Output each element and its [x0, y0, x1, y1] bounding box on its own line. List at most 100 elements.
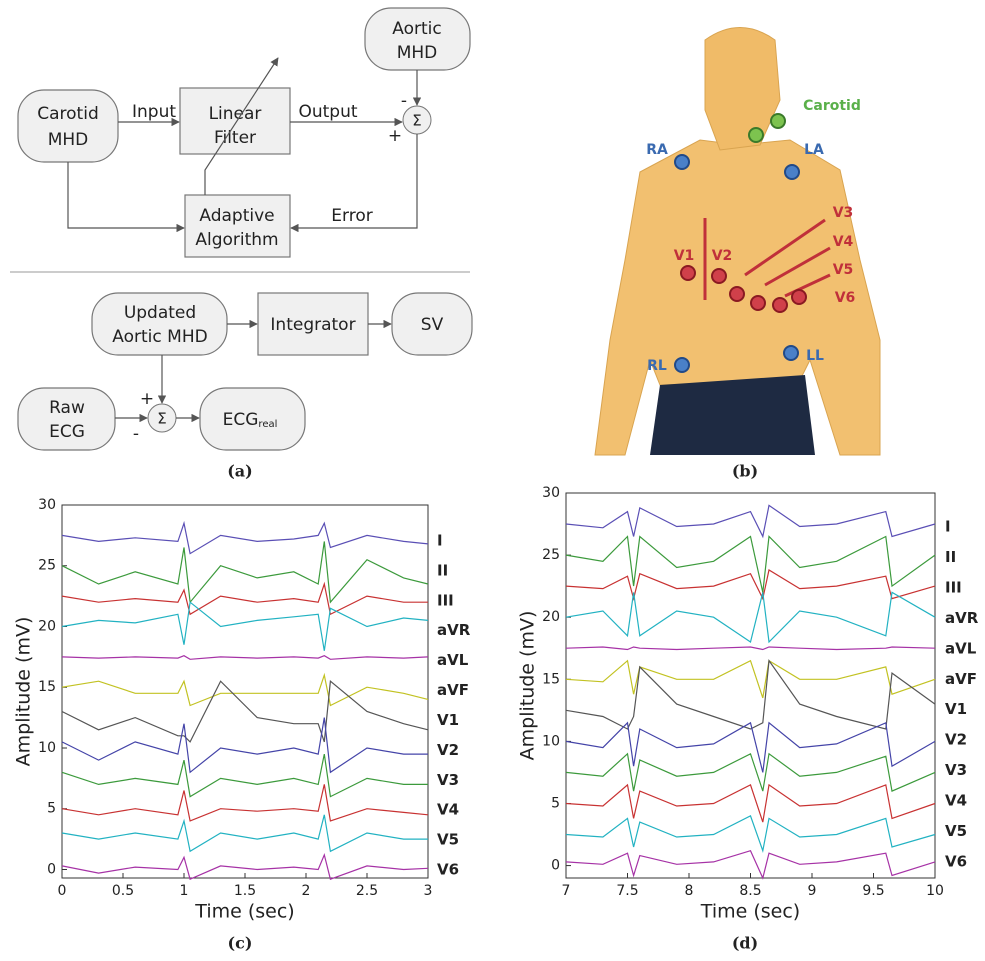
- legend-label: aVF: [945, 670, 977, 688]
- series-line: [61, 814, 428, 853]
- y-tick-label: 10: [542, 733, 560, 749]
- x-tick-label: 8.5: [739, 883, 761, 899]
- series-line: [565, 535, 936, 593]
- series-line: [61, 717, 428, 774]
- caption: (b): [732, 462, 758, 481]
- image-b: Carotid RA LA V1 V2 V3 V4 V5 V6 RL LL (b…: [594, 27, 881, 481]
- node: [257, 292, 369, 356]
- node-label: Adaptive: [199, 206, 274, 226]
- legend-label: V1: [437, 711, 459, 729]
- legend-label: V6: [945, 853, 967, 871]
- y-tick-label: 30: [38, 497, 56, 513]
- legend-label: V4: [437, 801, 459, 819]
- node-label-subscript: real: [258, 419, 277, 430]
- node-label: Updated: [124, 303, 196, 323]
- sum-symbol: Σ: [157, 410, 166, 428]
- x-tick-label: 3: [424, 883, 433, 899]
- x-tick-label: 0.5: [112, 883, 134, 899]
- legend-label: V2: [945, 731, 967, 749]
- series-line: [61, 581, 428, 616]
- y-tick-label: 20: [542, 609, 560, 625]
- node-label-main: ECG: [223, 410, 259, 430]
- node-label: Raw: [49, 398, 85, 418]
- caption: (d): [732, 934, 758, 953]
- arrow: [67, 162, 185, 233]
- electrode-label: Carotid: [803, 98, 861, 114]
- series-line: [565, 659, 936, 699]
- node-label: ECGreal: [223, 410, 278, 430]
- node: [17, 89, 119, 163]
- y-tick-label: 25: [38, 558, 56, 574]
- y-tick-label: 30: [542, 485, 560, 501]
- pants: [650, 375, 815, 455]
- node-label: ECG: [49, 422, 85, 442]
- series-line: [565, 659, 936, 730]
- caption: (c): [228, 934, 253, 953]
- series-line: [565, 591, 936, 644]
- node-label: MHD: [397, 43, 438, 63]
- x-tick-label: 7: [562, 883, 571, 899]
- node-label: Algorithm: [195, 230, 278, 250]
- series-line: [61, 601, 429, 651]
- x-tick-label: 2: [302, 883, 311, 899]
- series-line: [565, 815, 936, 853]
- x-tick-label: 9.5: [862, 883, 884, 899]
- sign: +: [140, 389, 154, 409]
- arrow: [290, 134, 418, 233]
- y-tick-label: 10: [38, 740, 56, 756]
- y-tick-label: 0: [551, 858, 560, 874]
- node: [184, 194, 291, 258]
- legend-label: V3: [945, 761, 967, 779]
- x-tick-label: 7.5: [616, 883, 638, 899]
- x-tick-label: 9: [808, 883, 817, 899]
- node-label: Aortic MHD: [112, 327, 207, 347]
- legend-label: II: [437, 561, 448, 579]
- series-line: [565, 504, 936, 539]
- y-axis-label: Amplitude (mV): [13, 617, 35, 767]
- node: [179, 87, 291, 155]
- plot-frame: [61, 504, 429, 879]
- legend-label: aVR: [437, 621, 471, 639]
- edge-label: Output: [298, 102, 357, 122]
- legend-label: III: [437, 591, 454, 609]
- series-line: [565, 752, 936, 792]
- series-line: [61, 520, 429, 555]
- y-tick-label: 20: [38, 618, 56, 634]
- electrode-label: RL: [647, 358, 667, 374]
- x-tick-label: 2.5: [356, 883, 378, 899]
- legend-label: aVR: [945, 609, 979, 627]
- y-axis-label: Amplitude (mV): [517, 611, 539, 761]
- electrode-label: V1: [674, 248, 695, 264]
- node-label: Filter: [214, 128, 256, 148]
- legend-label: I: [945, 518, 951, 536]
- legend-label: I: [437, 532, 443, 550]
- y-tick-label: 5: [551, 795, 560, 811]
- legend-label: V2: [437, 741, 459, 759]
- legend-label: aVF: [437, 681, 469, 699]
- legend-label: II: [945, 548, 956, 566]
- electrode-label: V6: [835, 290, 856, 306]
- x-axis-label: Time (sec): [700, 901, 800, 923]
- x-tick-label: 0: [58, 883, 67, 899]
- lead-line: [764, 246, 831, 287]
- sign: +: [388, 126, 402, 146]
- node-label: Carotid: [37, 104, 98, 124]
- caption: (a): [227, 462, 253, 481]
- lead-line: [744, 218, 826, 277]
- series-line: [61, 655, 429, 660]
- chart: 0 0.5 1 1.5 2 2.5 3051015202530IIIIIIaVRaVLaVF…: [13, 497, 471, 953]
- node: [17, 387, 116, 451]
- edge-label: Error: [331, 206, 372, 226]
- y-tick-label: 15: [542, 671, 560, 687]
- diagram-a: Carotid MHD Linear Filter Aortic MHD Ada…: [10, 7, 473, 481]
- sum-symbol: Σ: [412, 112, 421, 130]
- legend-label: V6: [437, 861, 459, 879]
- legend-label: V1: [945, 700, 967, 718]
- edge-label: Input: [132, 102, 176, 122]
- electrode-label: LL: [806, 348, 824, 364]
- x-tick-label: 10: [926, 883, 944, 899]
- series-line: [61, 753, 428, 798]
- y-tick-label: 5: [47, 801, 56, 817]
- sign: -: [401, 91, 407, 111]
- legend-label: V3: [437, 771, 459, 789]
